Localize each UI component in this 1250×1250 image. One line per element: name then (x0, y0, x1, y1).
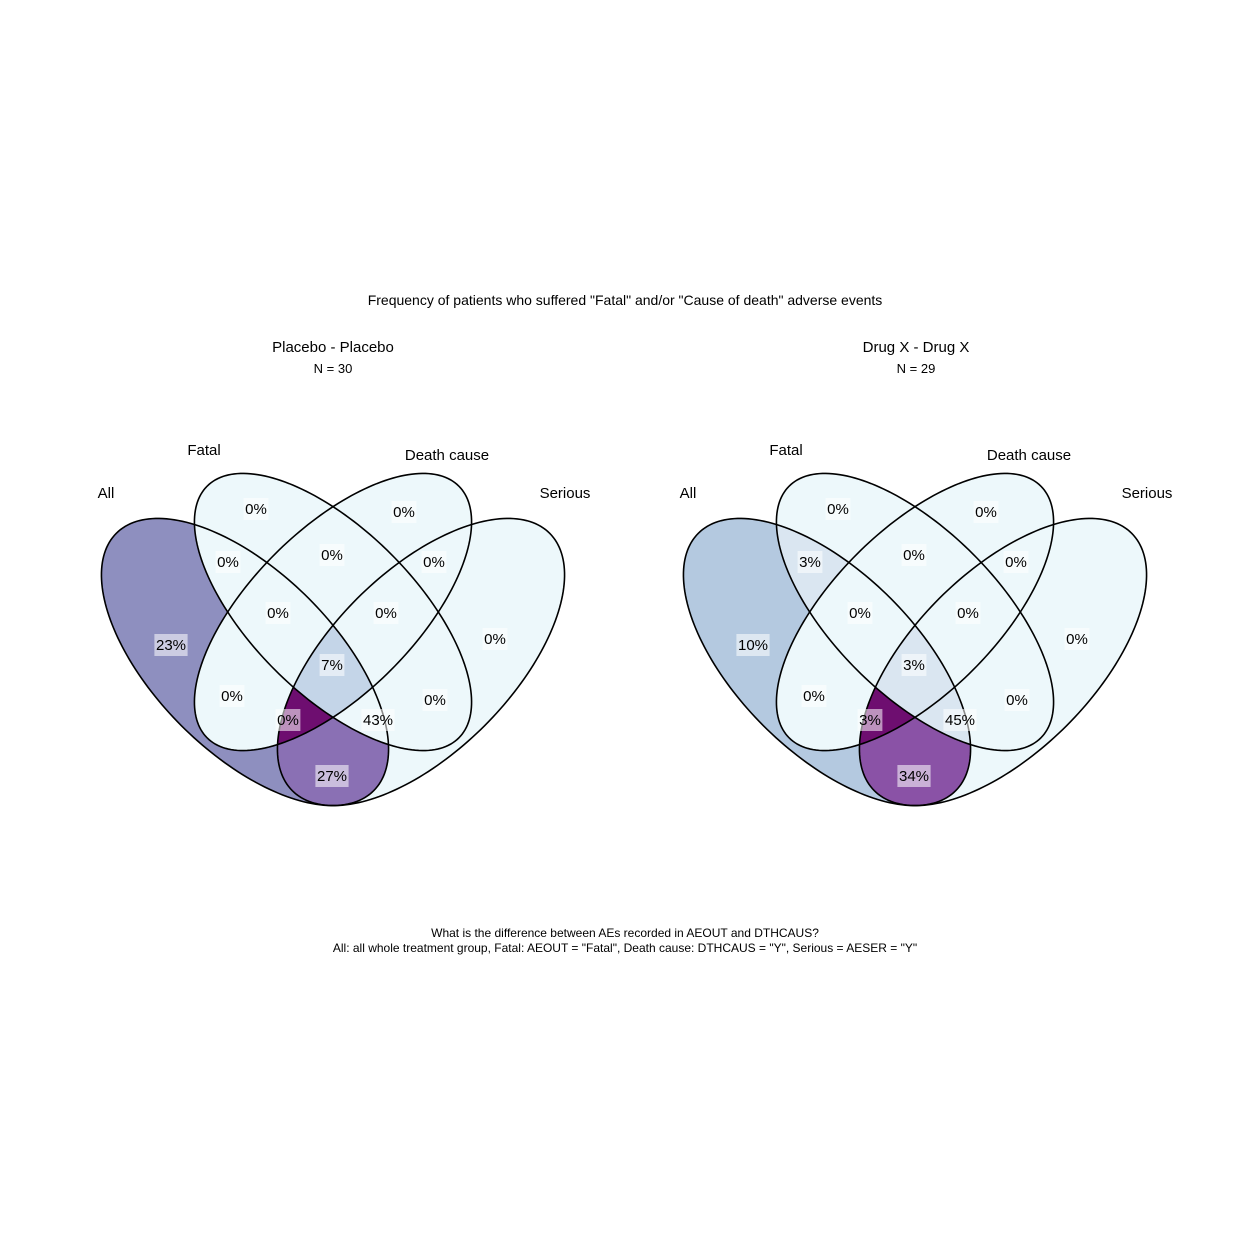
svg-text:43%: 43% (363, 712, 393, 729)
svg-text:0%: 0% (217, 554, 239, 571)
region-label-fatal-serious: 0% (1004, 689, 1030, 711)
svg-text:34%: 34% (899, 768, 929, 785)
svg-text:0%: 0% (849, 605, 871, 622)
set-outline-all (682, 517, 972, 807)
region-label-all-fatal-death: 0% (847, 602, 873, 624)
svg-text:23%: 23% (156, 637, 186, 654)
svg-text:3%: 3% (903, 657, 925, 674)
svg-text:0%: 0% (393, 504, 415, 521)
svg-text:0%: 0% (267, 605, 289, 622)
svg-text:0%: 0% (803, 688, 825, 705)
svg-text:0%: 0% (957, 605, 979, 622)
region-label-serious: 0% (482, 628, 508, 650)
region-label-all: 23% (154, 634, 188, 656)
region-label-fatal-death-serious: 0% (373, 602, 399, 624)
svg-text:0%: 0% (975, 504, 997, 521)
svg-text:0%: 0% (903, 547, 925, 564)
region-label-fatal: 0% (825, 498, 851, 520)
set-outline-fatal (775, 472, 1055, 752)
region-label-all-death-serious: 43% (361, 709, 395, 731)
svg-text:3%: 3% (799, 554, 821, 571)
region-fill-all-serious (859, 518, 971, 806)
region-label-death-serious: 0% (1003, 551, 1029, 573)
region-label-all-fatal-death-serious: 7% (319, 654, 345, 676)
region-label-death: 0% (391, 501, 417, 523)
region-label-all-fatal-serious: 3% (857, 709, 883, 731)
figure-caption: What is the difference between AEs recor… (0, 926, 1250, 956)
set-label-serious: Serious (540, 485, 591, 502)
caption-line-2: All: all whole treatment group, Fatal: A… (332, 941, 918, 955)
region-fill-all-serious (277, 518, 389, 806)
set-outline-serious (276, 517, 566, 807)
svg-text:0%: 0% (827, 501, 849, 518)
svg-text:0%: 0% (277, 712, 299, 729)
set-label-serious: Serious (1122, 485, 1173, 502)
panel-n-label: N = 29 (896, 361, 936, 376)
panel-n-label: N = 30 (313, 361, 353, 376)
venn-panel-0: All Fatal Death cause Serious 23% 0% 0% 0% 0% 0% 0… (98, 442, 591, 807)
region-label-fatal-death-serious: 0% (955, 602, 981, 624)
svg-text:0%: 0% (423, 554, 445, 571)
set-outline-death (775, 472, 1055, 752)
venn-panel-1: All Fatal Death cause Serious 10% 0% 0% 0% 3% 0% 0… (680, 442, 1173, 807)
region-label-all-serious: 34% (897, 765, 931, 787)
region-label-serious: 0% (1064, 628, 1090, 650)
region-label-all-fatal-death: 0% (265, 602, 291, 624)
set-label-death: Death cause (987, 447, 1071, 464)
svg-text:0%: 0% (375, 605, 397, 622)
region-label-fatal: 0% (243, 498, 269, 520)
set-label-fatal: Fatal (187, 442, 220, 459)
set-label-death: Death cause (405, 447, 489, 464)
svg-text:3%: 3% (859, 712, 881, 729)
svg-text:7%: 7% (321, 657, 343, 674)
panel-title: Placebo - Placebo (272, 339, 394, 356)
svg-text:27%: 27% (317, 768, 347, 785)
region-label-all-fatal: 3% (797, 551, 823, 573)
svg-text:0%: 0% (1066, 631, 1088, 648)
svg-text:0%: 0% (1006, 692, 1028, 709)
region-label-all: 10% (736, 634, 770, 656)
region-label-fatal-death: 0% (319, 544, 345, 566)
region-label-all-death: 0% (219, 685, 245, 707)
set-outline-serious (858, 517, 1148, 807)
set-outline-all (100, 517, 390, 807)
set-label-all: All (680, 485, 697, 502)
region-label-all-fatal-serious: 0% (275, 709, 301, 731)
set-outline-fatal (193, 472, 473, 752)
svg-text:45%: 45% (945, 712, 975, 729)
figure-title: Frequency of patients who suffered "Fata… (367, 292, 883, 308)
set-outline-death (193, 472, 473, 752)
panel-title: Drug X - Drug X (862, 339, 970, 356)
region-label-fatal-death: 0% (901, 544, 927, 566)
set-label-fatal: Fatal (769, 442, 802, 459)
region-label-all-fatal-death-serious: 3% (901, 654, 927, 676)
panel-header-drug-x: Drug X - Drug X N = 29 (766, 339, 1066, 376)
panel-header-placebo: Placebo - Placebo N = 30 (183, 339, 483, 376)
region-label-fatal-serious: 0% (422, 689, 448, 711)
region-label-all-serious: 27% (315, 765, 349, 787)
svg-text:0%: 0% (1005, 554, 1027, 571)
region-label-all-fatal: 0% (215, 551, 241, 573)
caption-line-1: What is the difference between AEs recor… (431, 926, 819, 940)
region-label-all-death-serious: 45% (943, 709, 977, 731)
svg-text:10%: 10% (738, 637, 768, 654)
svg-text:0%: 0% (245, 501, 267, 518)
svg-text:0%: 0% (221, 688, 243, 705)
svg-text:0%: 0% (321, 547, 343, 564)
region-label-death: 0% (973, 501, 999, 523)
region-label-death-serious: 0% (421, 551, 447, 573)
svg-text:0%: 0% (424, 692, 446, 709)
set-label-all: All (98, 485, 115, 502)
svg-text:0%: 0% (484, 631, 506, 648)
region-label-all-death: 0% (801, 685, 827, 707)
